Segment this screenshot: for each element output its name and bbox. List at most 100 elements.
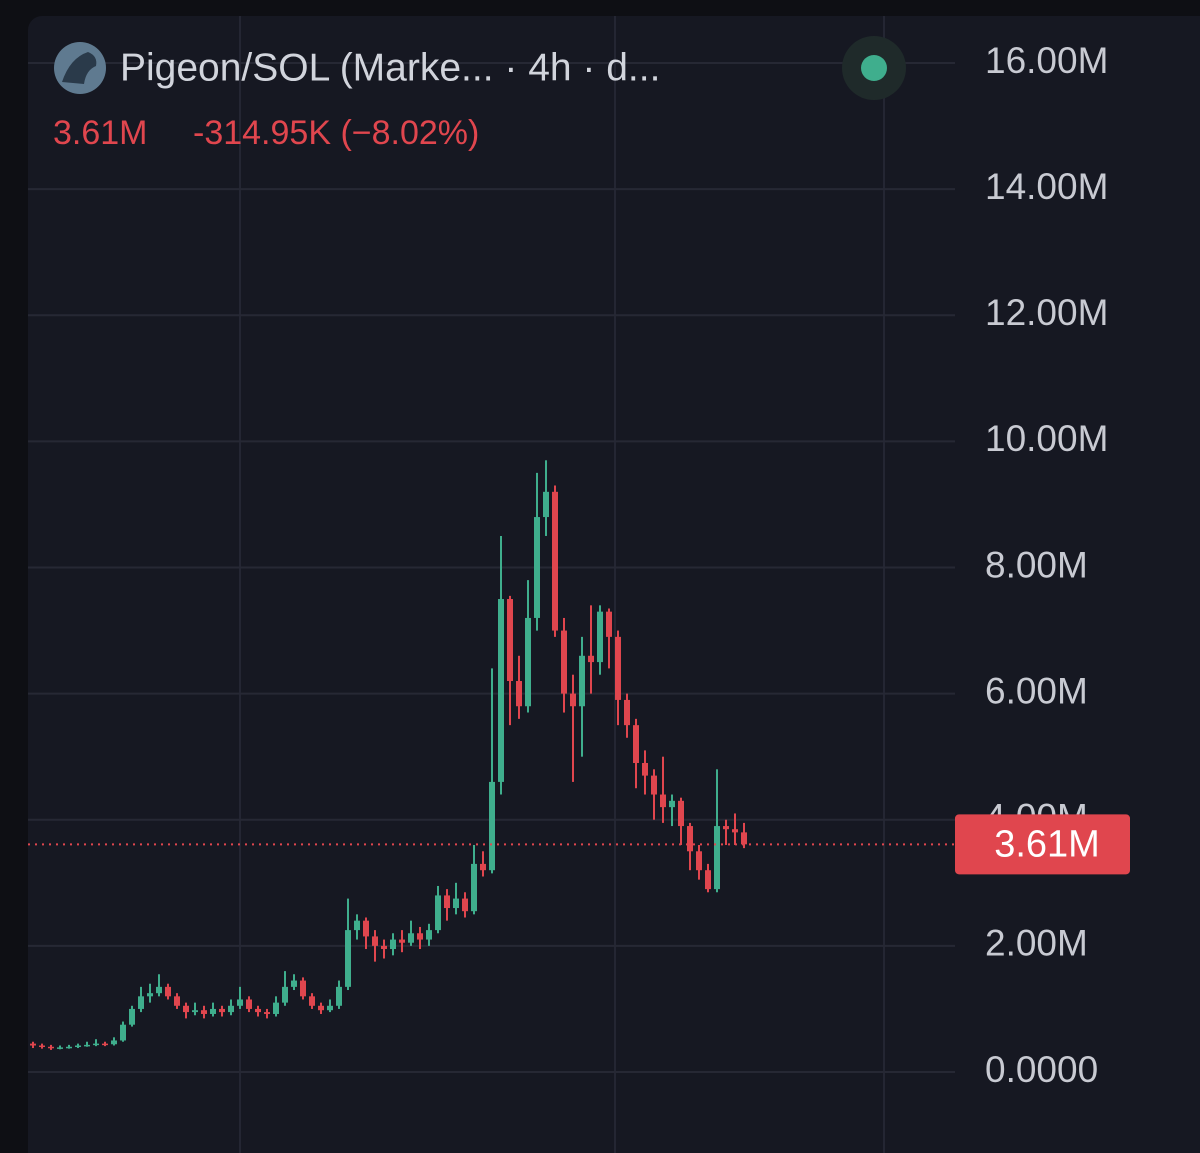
candle-body — [264, 1012, 270, 1014]
candle-body — [318, 1005, 324, 1011]
candle-body — [93, 1043, 99, 1046]
candle-body — [408, 933, 414, 943]
candle-body — [201, 1010, 207, 1014]
price-change: -314.95K (−8.02%) — [193, 114, 479, 152]
candle-body — [192, 1010, 198, 1013]
candle-body — [273, 1002, 279, 1014]
candle-body — [156, 986, 162, 994]
y-tick-label: 8.00M — [985, 544, 1088, 585]
candles — [28, 460, 955, 1050]
price-tag: 3.61M — [955, 814, 1130, 875]
candle-body — [516, 681, 522, 707]
candle-body — [597, 611, 603, 663]
candle-body — [525, 617, 531, 707]
candle-body — [219, 1008, 225, 1013]
candle-body — [543, 491, 549, 518]
candle-body — [399, 939, 405, 943]
candle-body — [741, 832, 747, 845]
candle-body — [444, 895, 450, 909]
candle-body — [165, 986, 171, 997]
y-tick-label: 6.00M — [985, 670, 1088, 711]
candle-body — [678, 800, 684, 827]
y-tick-label: 2.00M — [985, 923, 1088, 964]
candle-body — [606, 611, 612, 637]
candle-body — [660, 794, 666, 808]
legend-header: Pigeon/SOL (Marke... · 4h · d... 3.61M -… — [53, 36, 906, 152]
candle-body — [57, 1047, 63, 1049]
candle-body — [498, 599, 504, 782]
price-tag-box — [955, 814, 1130, 875]
candle-body — [102, 1043, 108, 1046]
candle-body — [435, 895, 441, 931]
candle-body — [363, 920, 369, 937]
candle-body — [120, 1024, 126, 1041]
candle-body — [480, 863, 486, 871]
candle-body — [552, 491, 558, 631]
candle-body — [462, 898, 468, 912]
candle-body — [669, 800, 675, 808]
candle-body — [696, 851, 702, 871]
candle-body — [372, 936, 378, 946]
candle-body — [84, 1044, 90, 1047]
y-tick-label: 12.00M — [985, 292, 1108, 333]
token-icon-bird — [62, 52, 97, 84]
candle-body — [705, 870, 711, 890]
candle-body — [633, 725, 639, 763]
candle-body — [570, 693, 576, 707]
y-tick-label: 16.00M — [985, 40, 1108, 81]
candle-body — [282, 986, 288, 1003]
candle-body — [732, 829, 738, 833]
price-tag-label: 3.61M — [994, 823, 1100, 865]
candle-body — [39, 1045, 45, 1048]
candle-body — [723, 826, 729, 830]
candle-body — [174, 996, 180, 1006]
candle-body — [534, 517, 540, 618]
candle-body — [336, 986, 342, 1006]
candle-body — [471, 863, 477, 912]
candle-body — [291, 980, 297, 987]
candle-body — [687, 826, 693, 852]
candle-body — [642, 762, 648, 776]
candle-body — [417, 933, 423, 940]
candle-body — [300, 980, 306, 997]
candle-body — [255, 1008, 261, 1013]
candle-body — [309, 996, 315, 1006]
candle-body — [507, 599, 513, 682]
candle-body — [489, 781, 495, 871]
candle-body — [138, 996, 144, 1009]
y-tick-label: 0.0000 — [985, 1049, 1098, 1090]
candle-body — [30, 1043, 36, 1046]
candle-body — [588, 655, 594, 663]
candle-body — [228, 1005, 234, 1013]
last-price: 3.61M — [53, 114, 148, 152]
chart-title: Pigeon/SOL (Marke... · 4h · d... — [120, 46, 660, 89]
y-tick-label: 14.00M — [985, 166, 1108, 207]
candle-body — [624, 699, 630, 726]
candle-body — [129, 1008, 135, 1025]
candle-body — [66, 1046, 72, 1049]
candle-body — [381, 945, 387, 950]
candle-body — [615, 636, 621, 700]
y-tick-label: 10.00M — [985, 418, 1108, 459]
candle-body — [210, 1008, 216, 1014]
candle-body — [354, 920, 360, 931]
candle-body — [426, 930, 432, 940]
candle-body — [390, 939, 396, 950]
candle-body — [246, 999, 252, 1009]
vertical-grid — [239, 16, 885, 1153]
candle-body — [453, 898, 459, 909]
candle-body — [111, 1040, 117, 1045]
candle-body — [345, 930, 351, 987]
candle-body — [183, 1005, 189, 1013]
candle-body — [237, 999, 243, 1006]
candle-body — [651, 775, 657, 795]
candle-body — [327, 1005, 333, 1011]
status-dot — [861, 55, 887, 81]
candle-body — [147, 993, 153, 997]
candle-body — [48, 1046, 54, 1049]
candle-body — [714, 826, 720, 890]
candle-body — [561, 630, 567, 694]
candle-body — [579, 655, 585, 707]
